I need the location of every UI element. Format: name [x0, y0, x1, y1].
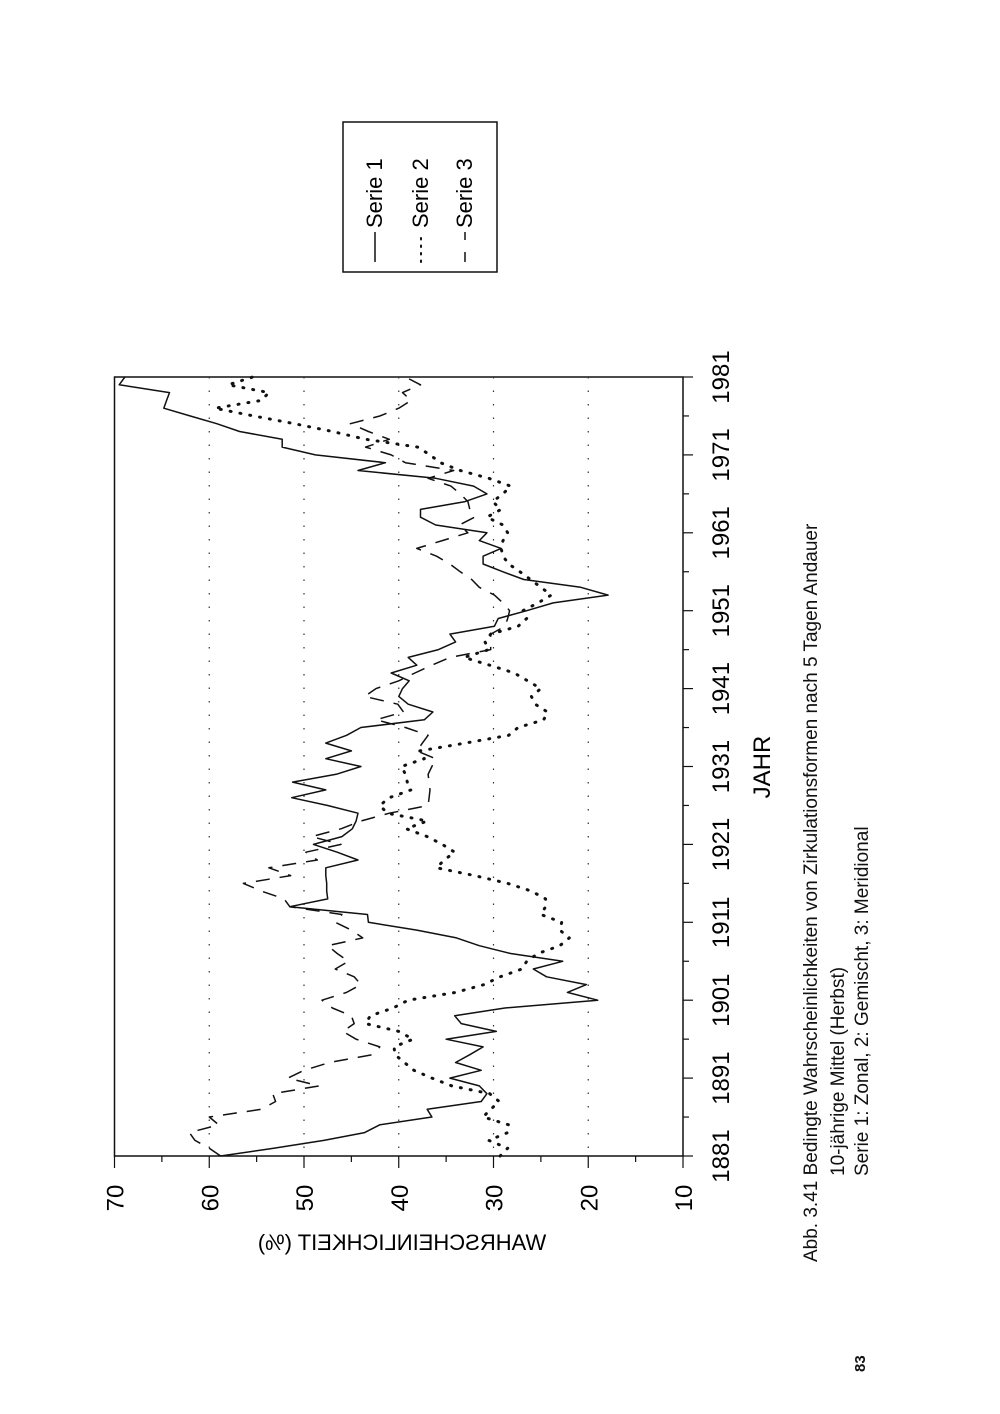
x-tick-label: 1951: [708, 584, 735, 637]
y-tick-label: 60: [197, 1185, 224, 1212]
series-line-2: [213, 375, 571, 1158]
x-tick-label: 1941: [708, 662, 735, 715]
x-tick-label: 1901: [708, 974, 735, 1027]
y-tick-label: 30: [482, 1185, 509, 1212]
legend-label-serie-1: Serie 1: [362, 158, 387, 228]
x-tick-label: 1881: [708, 1129, 735, 1182]
legend-box: [342, 121, 498, 273]
x-tick-label: 1971: [708, 428, 735, 481]
series-line-1: [118, 376, 609, 1157]
x-tick-label: 1961: [708, 506, 735, 559]
y-tick-label: 40: [387, 1185, 414, 1212]
y-tick-label: 10: [671, 1185, 698, 1212]
series-line-3: [188, 376, 511, 1157]
x-tick-label: 1921: [708, 818, 735, 871]
caption-line-2: 10-jährige Mittel (Herbst): [828, 966, 849, 1176]
y-tick-label: 50: [292, 1185, 319, 1212]
x-tick-label: 1891: [708, 1051, 735, 1104]
y-tick-label: 20: [576, 1185, 603, 1212]
legend-label-serie-3: Serie 3: [452, 158, 477, 228]
page-number: 83: [852, 1355, 869, 1372]
legend-label-serie-2: Serie 2: [408, 158, 433, 228]
caption-line-1: Abb. 3.41 Bedingte Wahrscheinlichkeiten …: [801, 523, 822, 1262]
x-axis-title: JAHR: [749, 736, 776, 799]
x-tick-label: 1911: [708, 896, 735, 948]
figure-caption: Abb. 3.41 Bedingte Wahrscheinlichkeiten …: [800, 524, 875, 1262]
x-tick-label: 1981: [708, 350, 735, 403]
y-tick-label: 70: [103, 1185, 130, 1212]
y-axis-title: WAHRSCHEINLICHKEIT (%): [258, 1230, 546, 1255]
legend: Serie 1 Serie 2 Serie 3: [342, 121, 498, 273]
x-tick-label: 1931: [708, 740, 735, 793]
caption-line-3: Serie 1: Zonal, 2: Gemischt, 3: Meridion…: [852, 826, 873, 1176]
